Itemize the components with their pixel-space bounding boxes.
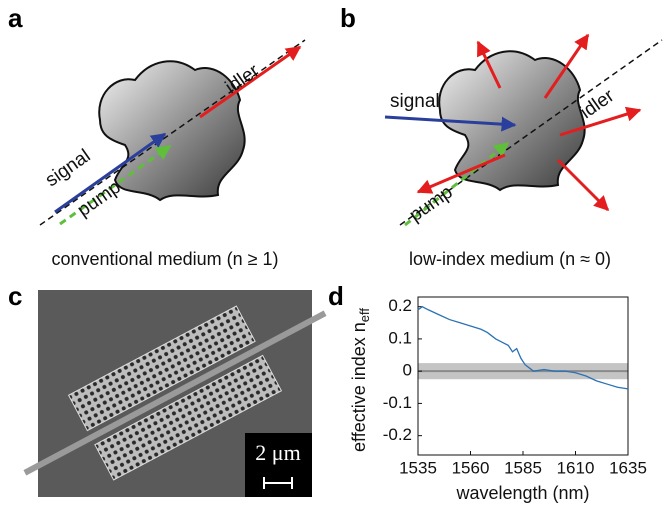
y-label-subscript: eff — [357, 308, 372, 323]
sem-image — [23, 290, 327, 497]
signal-label: signal — [42, 146, 95, 192]
x-axis-label: wavelength (nm) — [455, 483, 589, 503]
axis-line — [39, 39, 306, 226]
pump-label: pump — [406, 182, 457, 226]
y-axis-label: effective index neff — [349, 308, 373, 452]
caption: conventional medium (n ≥ 1) — [52, 249, 279, 269]
signal-arrow — [384, 115, 517, 132]
panel-letter: c — [8, 281, 22, 311]
x-tick-label: 1635 — [609, 458, 647, 477]
panel-letter: b — [340, 3, 356, 33]
signal-arrow — [54, 132, 167, 214]
emission-arrows — [416, 33, 642, 212]
y-tick-label: 0.1 — [388, 328, 412, 347]
pump-arrow — [404, 141, 510, 227]
data-line — [417, 305, 629, 390]
panel-letter: d — [328, 281, 344, 311]
y-tick-label: 0.2 — [388, 296, 412, 315]
y-tick-label: -0.2 — [383, 425, 412, 444]
scale-bar-label: 2 μm — [255, 440, 300, 465]
y-tick-label: 0 — [403, 361, 412, 380]
idler-arrow — [199, 45, 302, 119]
chart: 0.2 0.1 0 -0.1 -0.2 1535 1560 1585 1610 1635 — [383, 296, 647, 477]
signal-label: signal — [390, 91, 440, 112]
pump-arrow — [59, 144, 172, 226]
x-tick-label: 1535 — [399, 458, 437, 477]
caption: low-index medium (n ≈ 0) — [409, 249, 611, 269]
y-tick-label: -0.1 — [383, 393, 412, 412]
panel-letter: a — [8, 3, 23, 33]
x-tick-label: 1585 — [504, 458, 542, 477]
x-tick-label: 1610 — [557, 458, 595, 477]
y-label-main: effective index n — [349, 322, 369, 452]
x-tick-label: 1560 — [452, 458, 490, 477]
medium — [98, 60, 246, 202]
